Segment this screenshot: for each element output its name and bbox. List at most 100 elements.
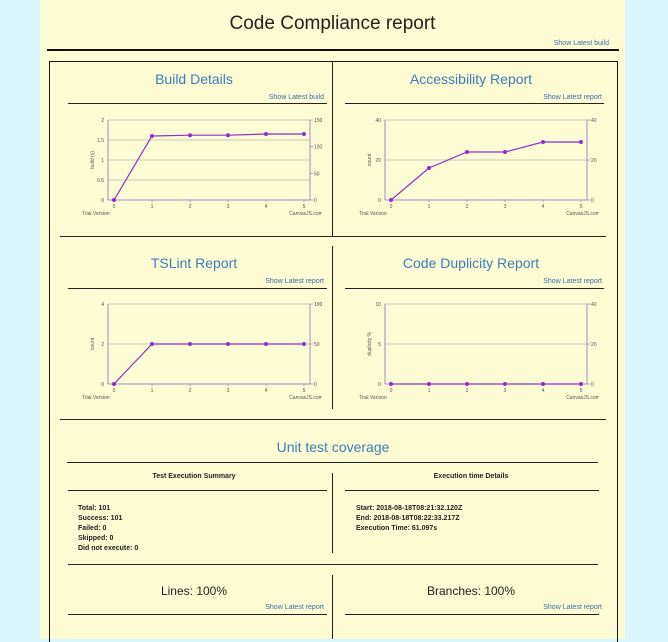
- summary-skipped: Skipped: 0: [78, 535, 114, 542]
- x-tick-label: 5: [303, 204, 306, 210]
- canvasjs-credit: CanvasJS.com: [566, 395, 599, 401]
- canvasjs-credit: CanvasJS.com: [289, 395, 322, 401]
- y-tick-label: 0: [378, 382, 381, 388]
- time-details-list: Start: 2018-08-18T08:21:32.120Z End: 201…: [356, 504, 462, 534]
- y2-tick-label: 0: [314, 198, 317, 204]
- show-latest-lines-link[interactable]: Show Latest report: [265, 604, 324, 611]
- show-latest-accessibility-link[interactable]: Show Latest report: [543, 94, 602, 101]
- y-tick-label: 10: [375, 302, 381, 308]
- time-end: End: 2018-08-18T08:22:33.217Z: [356, 515, 460, 522]
- test-summary-list: Total: 101 Success: 101 Failed: 0 Skippe…: [78, 504, 138, 554]
- x-tick-label: 3: [227, 204, 230, 210]
- divider-bottom: [332, 575, 333, 639]
- summary-success: Success: 101: [78, 515, 123, 522]
- show-latest-build-link[interactable]: Show Latest build: [553, 40, 609, 47]
- data-point: [112, 198, 116, 202]
- panel-underline: [68, 288, 327, 289]
- x-tick-label: 0: [113, 204, 116, 210]
- data-point: [541, 382, 545, 386]
- y-axis-title: count: [367, 153, 373, 166]
- unit-test-underline: [67, 462, 598, 463]
- trial-version-label: Trial Version: [359, 211, 387, 217]
- y-tick-label: 0: [101, 382, 104, 388]
- y2-tick-label: 0: [591, 382, 594, 388]
- x-tick-label: 4: [542, 388, 545, 394]
- x-tick-label: 0: [113, 388, 116, 394]
- show-latest-duplicity-link[interactable]: Show Latest report: [543, 278, 602, 285]
- data-point: [465, 150, 469, 154]
- data-point: [389, 198, 393, 202]
- data-point: [150, 342, 154, 346]
- series-line: [390, 141, 581, 201]
- unit-test-title: Unit test coverage: [276, 439, 390, 455]
- y-tick-label: 1: [101, 158, 104, 164]
- y-tick-label: 40: [375, 118, 381, 124]
- show-latest-tslint-link[interactable]: Show Latest report: [265, 278, 324, 285]
- series-line: [113, 133, 304, 201]
- y2-tick-label: 0: [314, 382, 317, 388]
- panel-title-tslint: TSLint Report: [150, 255, 238, 271]
- branches-coverage: Branches: 100%: [426, 584, 516, 598]
- x-tick-label: 1: [151, 388, 154, 394]
- trial-version-label: Trial Version: [359, 395, 387, 401]
- trial-version-label: Trial Version: [82, 395, 110, 401]
- y-tick-label: 0: [378, 198, 381, 204]
- page-title: Code Compliance report: [229, 13, 436, 34]
- title-divider: [47, 49, 619, 51]
- y-tick-label: 20: [375, 158, 381, 164]
- data-point: [302, 342, 306, 346]
- x-tick-label: 3: [227, 388, 230, 394]
- panel-title-build: Build Details: [155, 71, 233, 87]
- report-frame: [49, 61, 618, 642]
- data-point: [112, 382, 116, 386]
- y-tick-label: 2: [101, 342, 104, 348]
- data-point: [302, 132, 306, 136]
- panel-title-duplicity: Code Duplicity Report: [402, 255, 540, 271]
- panel-underline: [68, 103, 327, 104]
- test-summary-title: Test Execution Summary: [152, 473, 236, 480]
- x-tick-label: 3: [504, 388, 507, 394]
- canvasjs-credit: CanvasJS.com: [289, 211, 322, 217]
- y2-tick-label: 20: [591, 342, 597, 348]
- x-tick-label: 2: [189, 204, 192, 210]
- lines-underline: [68, 614, 327, 615]
- branches-underline: [345, 614, 599, 615]
- x-tick-label: 2: [466, 388, 469, 394]
- data-point: [427, 382, 431, 386]
- y2-tick-label: 150: [314, 118, 322, 124]
- lines-coverage: Lines: 100%: [160, 584, 228, 598]
- x-tick-label: 2: [466, 204, 469, 210]
- data-point: [427, 166, 431, 170]
- x-tick-label: 4: [265, 204, 268, 210]
- canvasjs-credit: CanvasJS.com: [566, 211, 599, 217]
- data-point: [465, 382, 469, 386]
- y2-tick-label: 50: [314, 171, 320, 177]
- y-tick-label: 0: [101, 198, 104, 204]
- x-tick-label: 5: [303, 388, 306, 394]
- time-start: Start: 2018-08-18T08:21:32.120Z: [356, 505, 463, 512]
- y-axis-title: build (s): [90, 151, 96, 169]
- divider-mid: [332, 246, 333, 409]
- divider-unit: [332, 473, 333, 553]
- y-axis-title: duplicity %: [367, 332, 373, 356]
- y2-tick-label: 40: [591, 302, 597, 308]
- data-point: [226, 133, 230, 138]
- y2-tick-label: 20: [591, 158, 597, 164]
- y2-tick-label: 100: [314, 145, 322, 151]
- summary-not-executed: Did not execute: 0: [78, 545, 139, 552]
- data-point: [188, 133, 192, 138]
- show-latest-branches-link[interactable]: Show Latest report: [543, 604, 602, 611]
- x-tick-label: 2: [189, 388, 192, 394]
- data-point: [226, 342, 230, 346]
- summary-failed: Failed: 0: [78, 525, 107, 532]
- summary-underline: [68, 490, 327, 491]
- y2-tick-label: 100: [314, 302, 322, 308]
- panel-underline: [345, 103, 604, 104]
- report-page: Code Compliance report Show Latest build…: [40, 0, 625, 642]
- show-latest-build-panel-link[interactable]: Show Latest build: [268, 94, 324, 101]
- panel-title-accessibility: Accessibility Report: [409, 71, 533, 87]
- data-point: [541, 140, 545, 144]
- x-tick-label: 4: [542, 204, 545, 210]
